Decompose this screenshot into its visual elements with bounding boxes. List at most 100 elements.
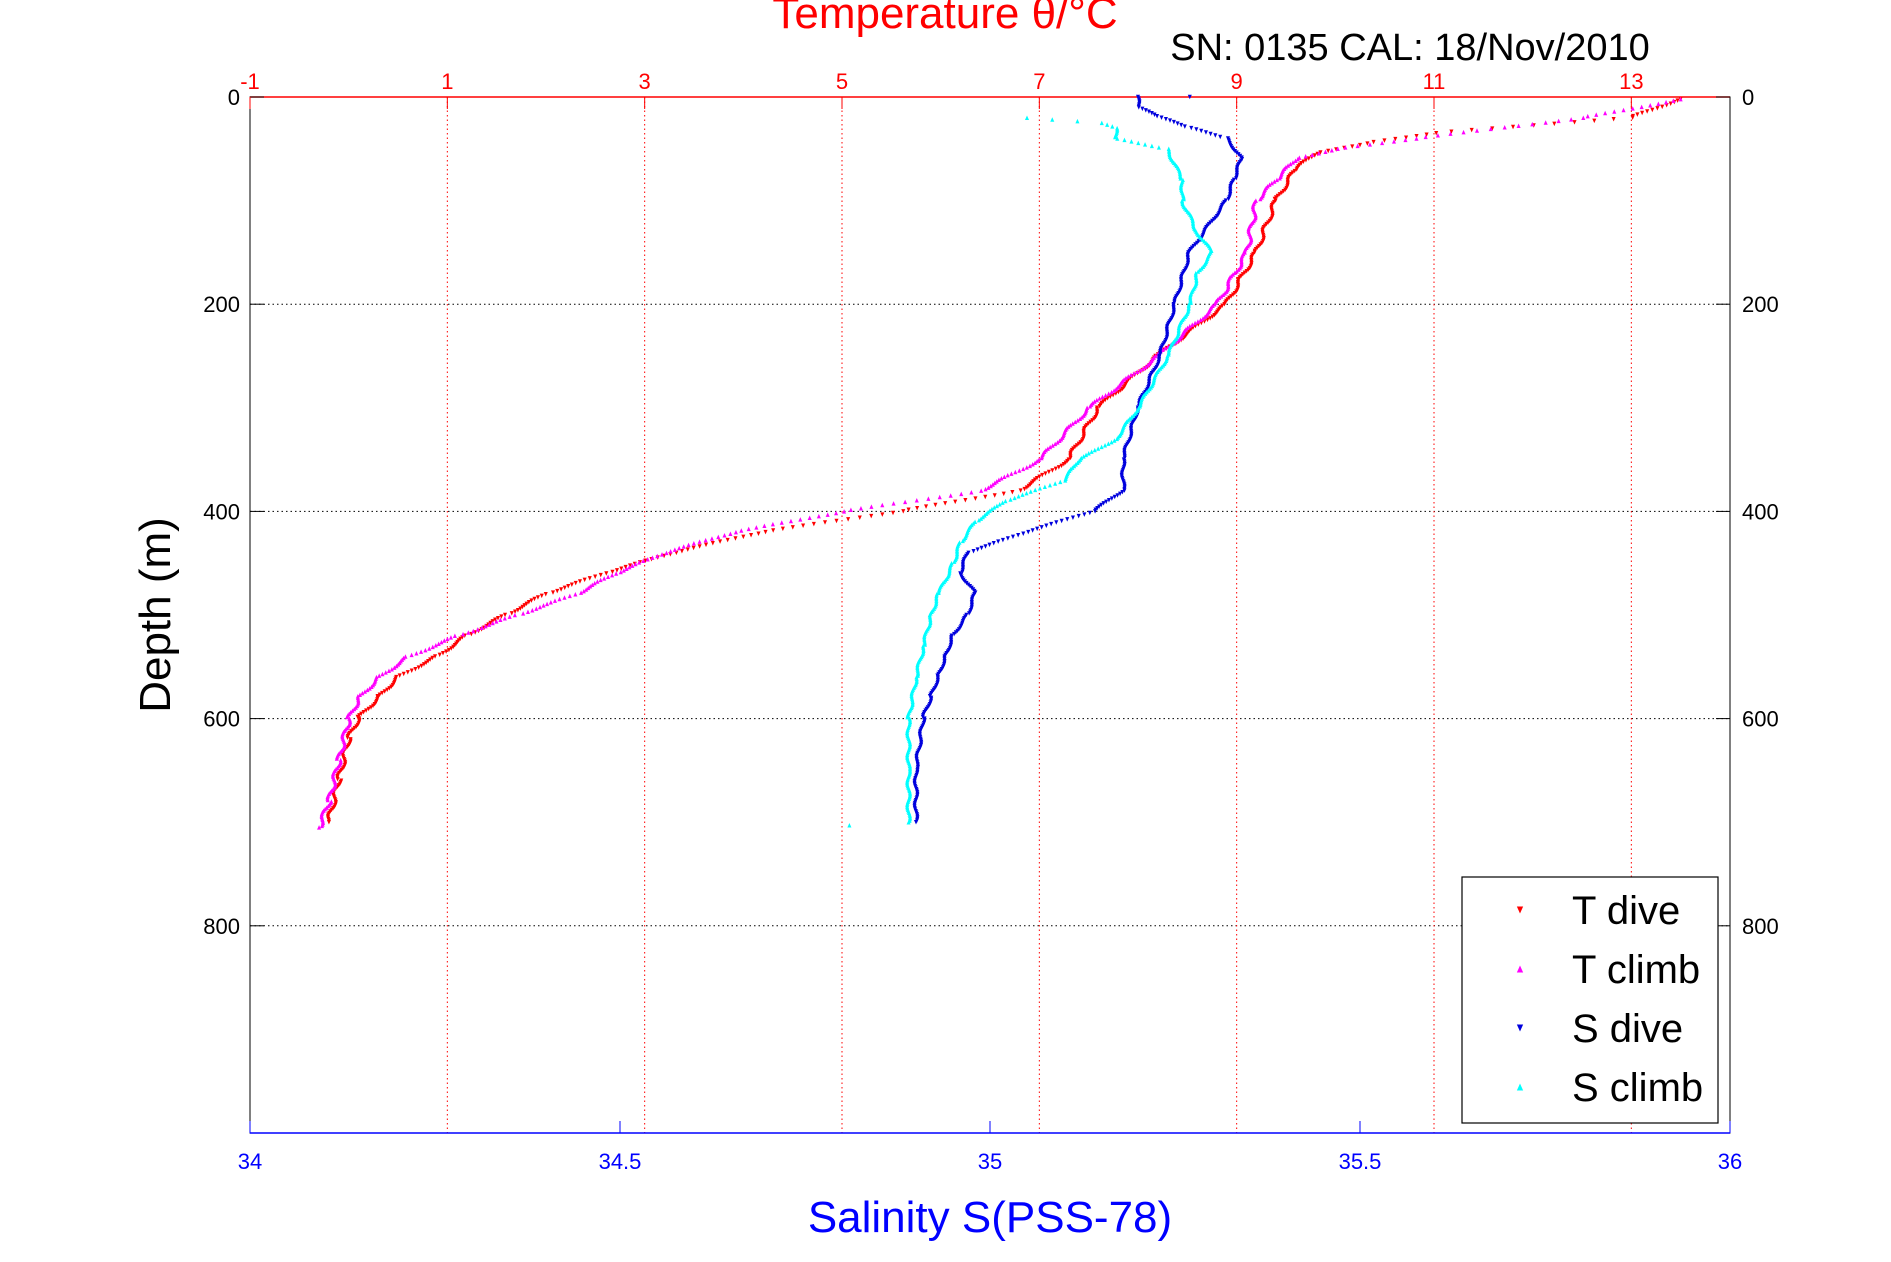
data-point [1040,472,1045,478]
data-point [604,571,609,576]
data-point [1639,104,1644,110]
depth-tick-label: 0 [1742,85,1754,110]
data-point [1103,392,1108,398]
data-point [992,505,997,510]
data-point [986,485,991,490]
data-point [1306,156,1311,161]
data-point [345,735,350,740]
data-point [499,614,504,619]
data-point [515,607,520,613]
data-point [1219,294,1224,299]
data-point [1100,394,1105,400]
data-point [1295,156,1300,162]
data-point [526,599,531,605]
data-point [1556,118,1561,124]
data-point [1187,323,1192,329]
data-point [405,670,410,675]
data-point [1511,124,1516,130]
data-point [1210,218,1215,224]
data-point [389,684,394,689]
data-point [598,577,603,583]
data-point [1195,240,1200,246]
data-point [452,633,457,638]
data-point [448,635,453,640]
series-s-climb-outlier [847,823,852,828]
salinity-tick-label: 35.5 [1339,1149,1382,1174]
data-point [573,580,578,586]
data-series [317,94,1683,830]
data-point [413,666,418,672]
data-point [953,499,958,505]
data-point [979,545,984,551]
data-point [1543,120,1548,125]
data-point [535,595,540,600]
data-point [1092,416,1097,422]
data-point [1393,136,1398,142]
data-point [741,534,746,540]
data-point [1640,110,1645,116]
data-point [624,566,629,572]
data-point [1115,493,1120,498]
data-point [668,548,673,554]
data-point [1380,140,1385,146]
data-point [1073,419,1078,425]
data-point [1279,190,1284,196]
data-point [440,651,446,656]
data-point [1218,134,1223,140]
data-point [1003,498,1008,504]
data-point [1076,441,1081,447]
data-point [1585,113,1590,119]
data-point [446,647,451,653]
data-point [1581,115,1586,120]
data-point [1047,482,1053,488]
data-point [1086,421,1091,426]
data-point [1310,152,1315,157]
data-point [557,596,562,602]
data-point [1155,113,1160,119]
legend-marker [1516,965,1524,973]
data-point [798,517,803,522]
data-point [590,582,595,587]
data-point [1267,182,1272,187]
data-point [423,647,428,653]
depth-tick-label: 0 [228,85,240,110]
data-point [801,523,806,528]
data-point [971,548,976,554]
data-point [593,574,598,579]
data-point [1020,492,1025,497]
data-point [567,593,572,599]
data-point [627,564,632,570]
data-point [1120,386,1125,392]
data-point [1109,439,1114,445]
data-point [1193,242,1198,247]
data-point [1552,121,1557,127]
data-point [513,609,518,615]
data-point [983,486,988,492]
data-point [1082,512,1087,517]
data-point [992,480,997,486]
data-point [1063,460,1068,465]
series-s-dive-outlier [1187,94,1192,100]
data-point [1404,135,1409,140]
data-point [610,572,615,578]
data-point [1123,375,1128,381]
data-point [419,649,424,654]
data-point [503,612,508,618]
data-point [807,515,812,521]
depth-tick-label: 200 [203,292,240,317]
data-point [1039,455,1044,461]
data-point [1258,196,1263,202]
data-point [903,499,908,505]
data-point [869,513,874,519]
data-point [1122,488,1127,493]
data-point [1113,134,1118,140]
data-point [1335,146,1340,152]
data-point [430,655,435,661]
data-point [691,545,696,551]
data-point [1203,130,1208,135]
data-point [1054,520,1059,525]
data-point [1167,118,1173,123]
data-point [1231,292,1236,298]
data-point [334,756,339,761]
data-point [1175,121,1180,126]
